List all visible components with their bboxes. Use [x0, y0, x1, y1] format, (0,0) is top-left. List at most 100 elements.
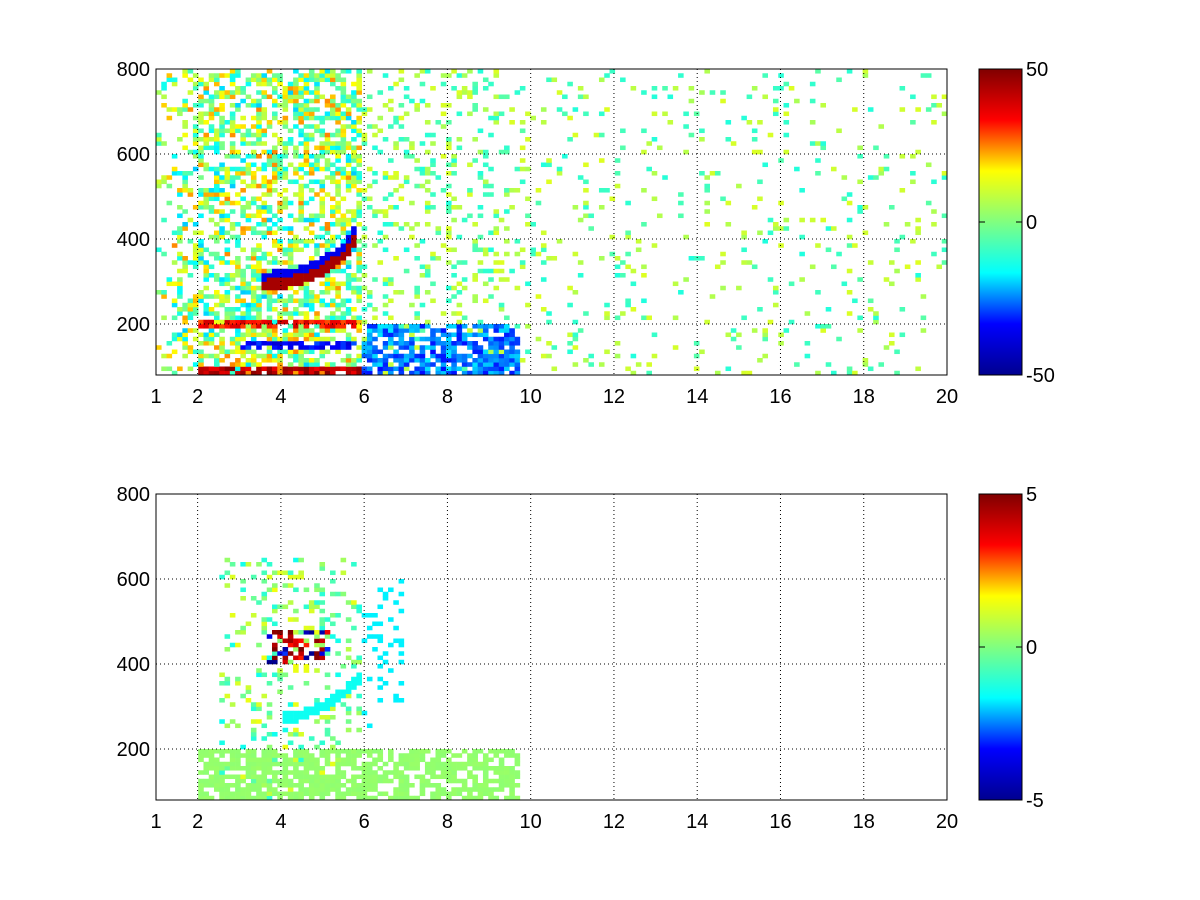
heatmap-cell	[287, 251, 294, 257]
heatmap-cell	[409, 336, 415, 342]
heatmap-cell	[166, 366, 173, 372]
heatmap-cell	[345, 353, 352, 359]
heatmap-cell	[314, 702, 320, 707]
heatmap-cell	[931, 222, 937, 227]
heatmap-cell	[330, 774, 336, 780]
heatmap-cell	[214, 188, 220, 193]
heatmap-cell	[277, 783, 283, 788]
heatmap-cell	[461, 370, 468, 376]
heatmap-cell	[388, 124, 394, 129]
heatmap-cell	[198, 94, 204, 100]
heatmap-cell	[314, 744, 320, 750]
heatmap-cell	[820, 324, 827, 329]
heatmap-cell	[161, 294, 167, 299]
heatmap-cell	[345, 111, 352, 117]
heatmap-cell	[345, 183, 352, 189]
heatmap-cell	[356, 86, 362, 91]
heatmap-cell	[361, 366, 368, 372]
heatmap-cell	[446, 341, 452, 346]
heatmap-cell	[245, 94, 252, 100]
heatmap-cell	[314, 345, 320, 350]
heatmap-cell	[298, 795, 304, 801]
heatmap-cell	[888, 205, 895, 210]
heatmap-cell	[266, 183, 273, 189]
heatmap-cell	[235, 642, 241, 648]
heatmap-cell	[208, 124, 215, 129]
heatmap-cell	[393, 774, 399, 780]
heatmap-cell	[314, 638, 320, 644]
heatmap-cell	[277, 651, 283, 656]
heatmap-cell	[319, 94, 326, 100]
heatmap-cell	[287, 81, 294, 87]
heatmap-cell	[361, 336, 368, 342]
heatmap-cell	[335, 740, 341, 746]
heatmap-cell	[240, 787, 246, 792]
heatmap-cell	[282, 196, 289, 202]
heatmap-cell	[192, 222, 199, 227]
heatmap-cell	[551, 366, 558, 372]
heatmap-cell	[240, 562, 246, 567]
heatmap-cell	[472, 273, 478, 278]
heatmap-cell	[256, 264, 262, 270]
heatmap-cell	[577, 260, 584, 265]
heatmap-cell	[525, 137, 531, 142]
heatmap-cell	[446, 226, 452, 231]
heatmap-cell	[203, 783, 210, 788]
heatmap-cell	[340, 175, 347, 180]
heatmap-cell	[451, 353, 457, 359]
heatmap-cell	[266, 281, 273, 287]
heatmap-cell	[762, 239, 768, 244]
heatmap-cell	[351, 766, 357, 771]
heatmap-cell	[651, 243, 658, 248]
heatmap-cell	[467, 770, 473, 775]
heatmap-cell	[245, 171, 252, 176]
heatmap-cell	[366, 634, 373, 639]
heatmap-cell	[203, 336, 210, 342]
heatmap-cell	[266, 617, 273, 622]
heatmap-cell	[203, 353, 210, 359]
heatmap-cell	[620, 128, 626, 134]
heatmap-cell	[261, 251, 268, 257]
heatmap-cell	[409, 302, 415, 308]
heatmap-cell	[345, 171, 352, 176]
heatmap-cell	[430, 162, 436, 168]
heatmap-cell	[572, 132, 579, 138]
heatmap-cell	[446, 162, 452, 168]
y-tick-label: 600	[117, 569, 150, 591]
heatmap-cell	[277, 205, 283, 210]
heatmap-cell	[245, 307, 252, 312]
heatmap-cell	[356, 145, 362, 151]
heatmap-cell	[867, 298, 874, 304]
heatmap-cell	[240, 302, 246, 308]
heatmap-cell	[351, 778, 357, 784]
heatmap-cell	[177, 239, 183, 244]
heatmap-cell	[224, 570, 231, 576]
heatmap-cell	[472, 222, 478, 227]
heatmap-cell	[240, 315, 246, 321]
heatmap-cell	[324, 651, 331, 656]
heatmap-cell	[256, 132, 262, 138]
heatmap-cell	[250, 307, 257, 312]
heatmap-cell	[245, 302, 252, 308]
heatmap-cell	[340, 222, 347, 227]
heatmap-cell	[272, 778, 278, 784]
heatmap-cell	[261, 591, 268, 597]
heatmap-cell	[356, 103, 362, 108]
heatmap-cell	[214, 222, 220, 227]
heatmap-cell	[250, 613, 257, 618]
heatmap-cell	[836, 77, 842, 83]
heatmap-cell	[266, 744, 273, 750]
heatmap-cell	[319, 302, 326, 308]
heatmap-cell	[519, 86, 526, 91]
heatmap-cell	[440, 791, 447, 797]
heatmap-cell	[345, 600, 352, 605]
heatmap-cell	[366, 196, 373, 202]
heatmap-cell	[788, 319, 795, 325]
heatmap-cell	[846, 234, 853, 240]
heatmap-cell	[319, 787, 326, 792]
heatmap-cell	[493, 349, 500, 355]
heatmap-cell	[272, 655, 278, 661]
heatmap-cell	[261, 570, 268, 576]
heatmap-cell	[298, 630, 304, 635]
